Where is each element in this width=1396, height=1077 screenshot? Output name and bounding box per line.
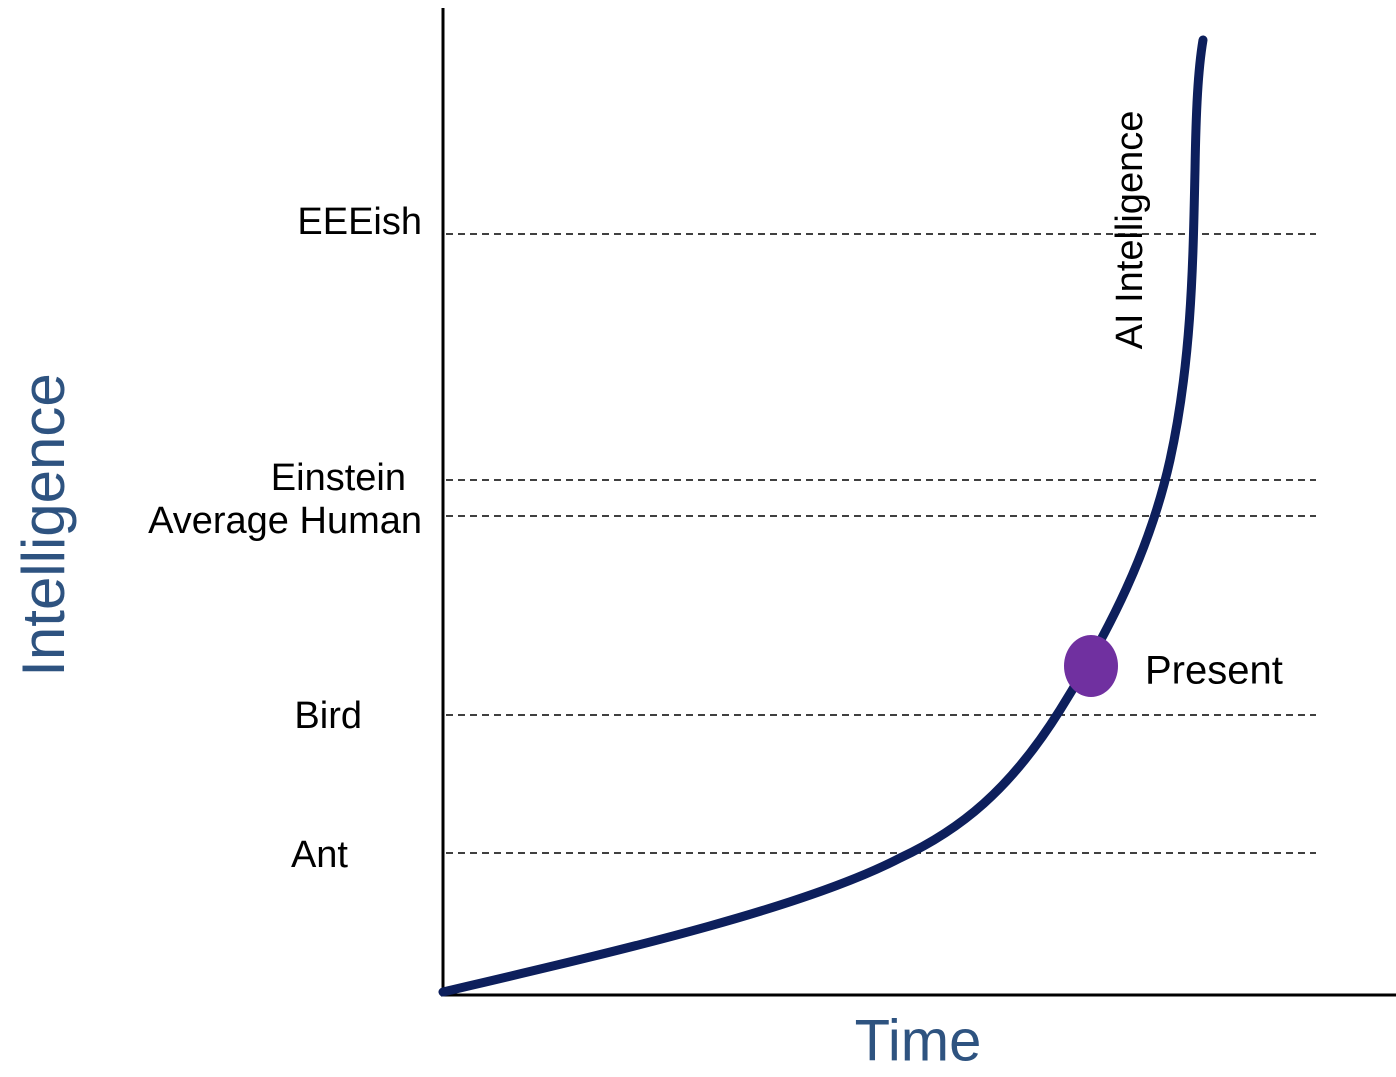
level-label: Ant — [291, 834, 348, 876]
marker-label: Present — [1145, 649, 1283, 693]
level-label: EEEish — [297, 201, 422, 243]
level-label: Einstein — [271, 457, 406, 499]
curve-label: AI Intelligence — [1109, 111, 1151, 350]
x-axis-label: Time — [855, 1008, 982, 1073]
level-label: Average Human — [148, 500, 422, 542]
y-axis-label: Intelligence — [10, 373, 77, 677]
present-marker — [1064, 635, 1118, 697]
level-label: Bird — [294, 695, 362, 737]
